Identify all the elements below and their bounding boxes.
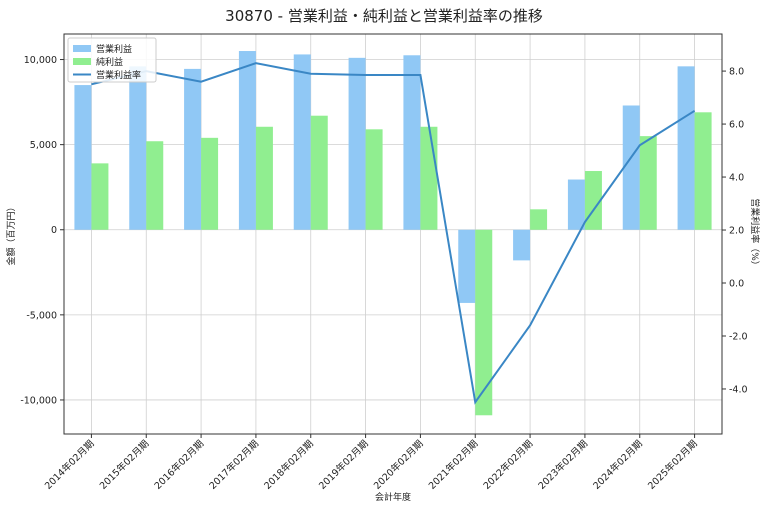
x-tick-label: 2015年02月期 [97, 438, 151, 492]
bar-operating-profit [184, 68, 202, 230]
y2-tick-label: 8.0 [729, 67, 744, 78]
bar-operating-profit [403, 55, 421, 230]
x-axis: 2014年02月期 2015年02月期 2016年02月期 2017年02月期 2018… [42, 434, 700, 492]
y2-tick-label: 6.0 [729, 120, 744, 131]
y2-tick-label: -4.0 [729, 384, 748, 395]
bar-operating-profit [622, 105, 640, 230]
y-axis-right: -4.0 -2.0 0.0 2.0 4.0 6.0 8.0 [722, 67, 748, 395]
y2-tick-label: 4.0 [729, 173, 744, 184]
bar-net-profit [694, 112, 712, 230]
bar-operating-profit [567, 179, 585, 230]
chart-title: 30870 - 営業利益・純利益と営業利益率の推移 [225, 7, 543, 25]
x-tick-label: 2020年02月期 [371, 438, 425, 492]
bar-net-profit [310, 115, 328, 230]
x-tick-label: 2023年02月期 [536, 438, 590, 492]
x-tick-label: 2019年02月期 [316, 438, 370, 492]
y-tick-label: -5,000 [26, 310, 57, 321]
bar-operating-profit [458, 229, 476, 303]
x-tick-label: 2024年02月期 [591, 438, 645, 492]
line-operating-margin [91, 62, 696, 405]
legend-label: 純利益 [96, 56, 123, 68]
y-axis-left: -10,000 -5,000 0 5,000 10,000 [20, 55, 64, 406]
bar-operating-profit [513, 229, 531, 261]
bar-net-profit [201, 137, 219, 230]
bar-net-profit [475, 229, 493, 416]
x-tick-label: 2021年02月期 [426, 438, 480, 492]
legend-swatch [73, 58, 91, 65]
grid [64, 34, 722, 434]
x-tick-label: 2022年02月期 [481, 438, 535, 492]
plot-frame [63, 33, 723, 435]
line-series [91, 62, 696, 405]
y-axis-label-left: 金額（百万円） [5, 202, 17, 265]
bar-net-profit [365, 129, 383, 230]
x-tick-label: 2025年02月期 [645, 438, 699, 492]
bar-operating-profit [74, 85, 92, 230]
bar-operating-profit [677, 66, 695, 230]
x-axis-label: 会計年度 [375, 491, 411, 503]
bar-net-profit [420, 126, 438, 230]
legend-swatch [73, 45, 91, 52]
x-tick-label: 2018年02月期 [262, 438, 316, 492]
bar-operating-profit [348, 57, 366, 230]
x-tick-label: 2014年02月期 [42, 438, 96, 492]
legend-label: 営業利益率 [96, 69, 141, 81]
x-tick-label: 2016年02月期 [152, 438, 206, 492]
bar-net-profit [91, 163, 109, 230]
bar-operating-profit [293, 54, 311, 230]
bar-net-profit [639, 136, 657, 230]
y-tick-label: -10,000 [20, 395, 57, 406]
bar-operating-profit [238, 51, 256, 230]
y2-tick-label: 0.0 [729, 279, 744, 290]
bar-net-profit [255, 126, 273, 230]
y2-tick-label: -2.0 [729, 331, 748, 342]
y2-tick-label: 2.0 [729, 226, 744, 237]
y-axis-label-right: 営業利益率（%） [749, 198, 761, 270]
bar-operating-profit [129, 66, 147, 230]
bar-net-profit [146, 141, 164, 230]
x-tick-label: 2017年02月期 [207, 438, 261, 492]
y-tick-label: 10,000 [24, 55, 57, 66]
y-tick-label: 0 [51, 225, 57, 236]
y-tick-label: 5,000 [30, 140, 57, 151]
legend-label: 営業利益 [96, 43, 132, 55]
bars [74, 51, 712, 416]
bar-net-profit [530, 209, 548, 230]
